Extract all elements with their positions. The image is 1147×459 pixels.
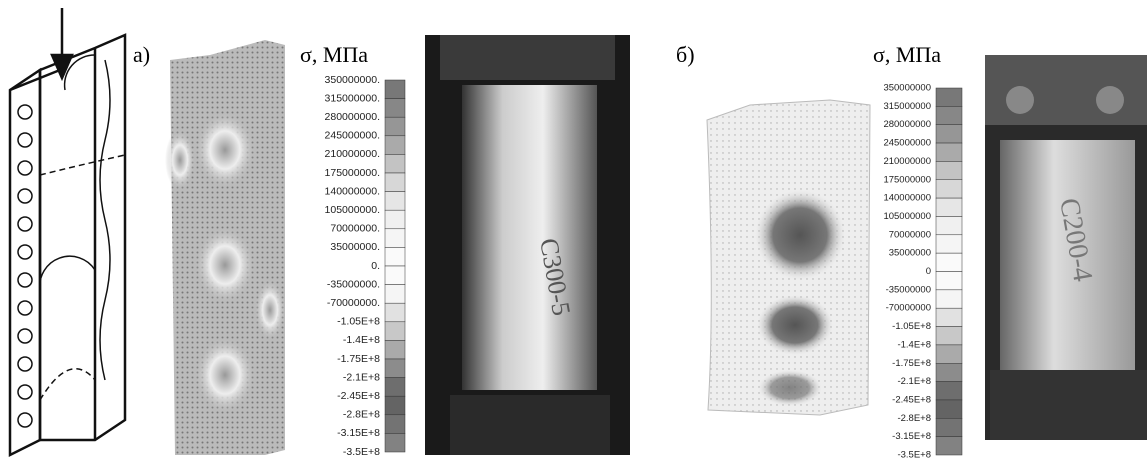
legend-label: 280000000 xyxy=(883,119,931,130)
legend-label: 175000000. xyxy=(325,167,380,179)
schematic xyxy=(10,8,125,455)
legend-label: -1.75E+8 xyxy=(892,358,931,369)
legend-label: 350000000. xyxy=(325,74,380,86)
legend-band xyxy=(936,345,962,363)
legend-label: -3.15E+8 xyxy=(892,431,931,442)
legend-label: 35000000 xyxy=(889,248,931,259)
legend-label: -35000000. xyxy=(327,278,380,290)
legend-band xyxy=(385,340,405,359)
panel-label: б) xyxy=(676,42,695,67)
legend-band xyxy=(385,266,405,285)
legend-label: -2.45E+8 xyxy=(337,390,380,402)
legend-band xyxy=(385,396,405,415)
panel-label: а) xyxy=(133,42,150,67)
legend-label: -35000000 xyxy=(886,284,931,295)
legend-band xyxy=(385,192,405,211)
legend-label: -1.05E+8 xyxy=(337,316,380,328)
legend-band xyxy=(936,308,962,326)
legend-band xyxy=(385,322,405,341)
legend-label: -2.1E+8 xyxy=(343,371,380,383)
legend-label: 280000000. xyxy=(325,111,380,123)
legend-label: 315000000. xyxy=(325,92,380,104)
legend-label: 70000000 xyxy=(889,229,931,240)
legend-band xyxy=(385,117,405,136)
fe-model-a xyxy=(165,40,285,455)
legend-label: 350000000 xyxy=(883,83,931,94)
legend-band xyxy=(936,400,962,418)
legend-label: 175000000 xyxy=(883,174,931,185)
legend-band xyxy=(385,154,405,173)
legend-band xyxy=(385,359,405,378)
legend-band xyxy=(936,253,962,271)
legend-band xyxy=(936,272,962,290)
legend-label: 0 xyxy=(926,266,931,277)
legend-band xyxy=(936,418,962,436)
legend-label: 210000000 xyxy=(883,156,931,167)
legend-band xyxy=(385,136,405,155)
legend-band xyxy=(385,229,405,248)
legend-band xyxy=(936,363,962,381)
legend-band xyxy=(385,378,405,397)
legend-title: σ, МПа xyxy=(873,42,941,67)
legend-label: 105000000. xyxy=(325,204,380,216)
legend-label: -1.05E+8 xyxy=(892,321,931,332)
legend-label: -1.4E+8 xyxy=(343,334,380,346)
legend-label: 245000000. xyxy=(325,130,380,142)
legend-band xyxy=(385,415,405,434)
legend-band xyxy=(936,382,962,400)
photo-a: С300-5 xyxy=(425,35,630,455)
photo-b: С200-4 xyxy=(985,55,1147,440)
legend-band xyxy=(385,247,405,266)
legend-label: -3.5E+8 xyxy=(897,450,931,459)
legend-band xyxy=(936,88,962,106)
legend-band xyxy=(936,161,962,179)
legend-band xyxy=(936,180,962,198)
legend-label: 210000000. xyxy=(325,148,380,160)
legend-band xyxy=(385,173,405,192)
legend-label: -2.8E+8 xyxy=(897,413,931,424)
legend-band xyxy=(385,303,405,322)
legend-band xyxy=(385,433,405,452)
legend-label: 140000000. xyxy=(325,185,380,197)
legend-label: -2.8E+8 xyxy=(343,409,380,421)
legend-band xyxy=(936,437,962,455)
legend-label: 70000000. xyxy=(330,223,380,235)
legend-label: 315000000 xyxy=(883,101,931,112)
legend-label: 245000000 xyxy=(883,138,931,149)
legend-label: -2.1E+8 xyxy=(897,376,931,387)
legend-label: 0. xyxy=(371,260,380,272)
legend-band xyxy=(936,106,962,124)
figure: С300-5 С200-4 а) σ, МПа б) σ, МПа 350000… xyxy=(0,0,1147,459)
legend-band xyxy=(385,99,405,118)
fe-model-b xyxy=(707,100,870,415)
legend-label: 35000000. xyxy=(330,241,380,253)
legend-band xyxy=(385,285,405,304)
legend-label: -2.45E+8 xyxy=(892,394,931,405)
legend-band xyxy=(385,80,405,99)
legend-label: 140000000 xyxy=(883,193,931,204)
legend-band xyxy=(385,210,405,229)
legend-band xyxy=(936,235,962,253)
legend-label: -1.75E+8 xyxy=(337,353,380,365)
legend-label: -1.4E+8 xyxy=(897,339,931,350)
legend-band xyxy=(936,290,962,308)
legend-label: -70000000 xyxy=(886,303,931,314)
legend-band xyxy=(936,216,962,234)
page: С300-5 С200-4 а) σ, МПа б) σ, МПа 350000… xyxy=(0,0,1147,459)
legend-band xyxy=(936,143,962,161)
legend-label: 105000000 xyxy=(883,211,931,222)
legend-label: -3.5E+8 xyxy=(343,446,380,458)
legend-title: σ, МПа xyxy=(300,42,368,67)
legend-band xyxy=(936,198,962,216)
legend-band xyxy=(936,125,962,143)
legend-label: -70000000. xyxy=(327,297,380,309)
legend-label: -3.15E+8 xyxy=(337,427,380,439)
legend-band xyxy=(936,327,962,345)
